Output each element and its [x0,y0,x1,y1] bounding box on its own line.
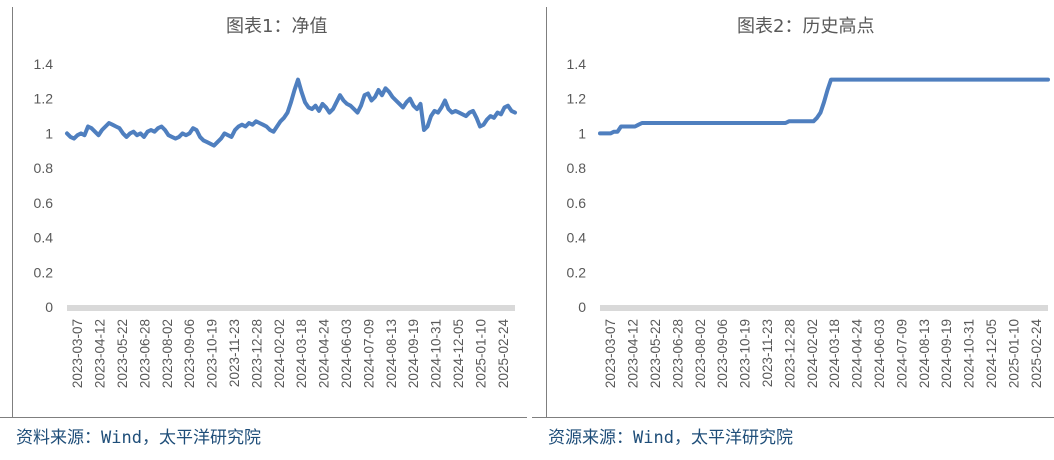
y-tick-label: 0.2 [34,264,54,280]
panel-left-border [546,7,547,417]
y-tick-label: 0.8 [567,160,587,176]
x-tick-label: 2023-10-19 [205,319,220,388]
x-tick-label: 2025-01-10 [473,319,488,388]
x-tick-label: 2024-06-03 [872,319,887,388]
nav-line-chart: 0 0.2 0.4 0.6 0.8 1 1.2 1.4 2023-03-07 2023-04-12… [34,56,517,389]
x-tick-label: 2025-01-10 [1006,319,1021,388]
x-tick-label: 2023-08-02 [160,319,175,388]
x-tick-label: 2023-04-12 [626,319,641,388]
y-tick-label: 0.4 [567,230,587,246]
y-tick-label: 0.4 [34,230,54,246]
y-tick-label: 1 [578,125,586,141]
x-tick-label: 2023-03-07 [603,319,618,388]
high-line-chart: 0 0.2 0.4 0.6 0.8 1 1.2 1.4 2023-03-07 2023-04-12… [567,56,1050,389]
series-line [65,77,517,148]
x-tick-label: 2024-07-09 [361,319,376,388]
y-tick-label: 1.4 [567,56,587,72]
x-tick-label: 2023-05-22 [648,319,663,388]
x-tick-label: 2024-09-19 [939,319,954,388]
panel-bottom-rule [0,417,527,418]
x-tick-label: 2025-02-24 [1029,319,1044,389]
x-tick-label: 2024-02-02 [272,319,287,388]
x-tick-label: 2024-12-05 [451,319,466,388]
source-note: 资料来源：Wind，太平洋研究院 [16,428,261,448]
x-tick-label: 2023-09-06 [715,319,730,388]
x-tick-label: 2023-12-28 [249,319,264,388]
y-tick-label: 0 [578,299,586,315]
x-tick-label: 2023-08-02 [693,319,708,388]
panel-bottom-rule [532,417,1054,418]
x-tick-label: 2023-03-07 [70,319,85,388]
x-tick-label: 2023-09-06 [182,319,197,388]
x-tick-label: 2025-02-24 [496,319,511,389]
x-tick-label: 2024-09-19 [406,319,421,388]
x-tick-label: 2024-08-13 [384,319,399,388]
chart-title: 图表1：净值 [226,16,328,37]
x-tick-label: 2023-05-22 [115,319,130,388]
source-note: 资源来源：Wind，太平洋研究院 [548,428,793,448]
chart-title: 图表2：历史高点 [737,16,875,37]
y-tick-label: 0.6 [34,195,54,211]
x-tick-label: 2024-03-18 [827,319,842,388]
x-tick-label: 2024-04-24 [317,319,332,389]
x-tick-label: 2024-03-18 [294,319,309,388]
x-tick-label: 2024-08-13 [917,319,932,388]
y-tick-label: 0.6 [567,195,587,211]
x-tick-label: 2024-07-09 [894,319,909,388]
x-tick-label: 2024-04-24 [850,319,865,389]
chart-panel-high: 图表2：历史高点 0 0.2 0.4 0.6 0.8 1 1.2 1.4 2023-03-07 2… [532,0,1054,460]
series-line [598,77,1050,136]
x-tick-label: 2023-10-19 [738,319,753,388]
x-tick-label: 2024-10-31 [429,319,444,388]
x-tick-label: 2024-06-03 [339,319,354,388]
chart-panel-nav: 图表1：净值 0 0.2 0.4 0.6 0.8 1 1.2 1.4 2023-03-07 202… [0,7,527,448]
y-tick-label: 1.4 [34,56,54,72]
y-tick-label: 0 [45,299,53,315]
x-tick-label: 2024-12-05 [984,319,999,388]
y-tick-label: 1.2 [34,91,54,107]
x-tick-label: 2023-04-12 [93,319,108,388]
x-tick-label: 2023-12-28 [782,319,797,388]
x-tick-label: 2023-06-28 [137,319,152,388]
panel-left-border [12,7,13,417]
y-tick-label: 0.8 [34,160,54,176]
x-tick-label: 2024-02-02 [805,319,820,388]
x-tick-label: 2023-11-23 [227,319,242,387]
y-tick-label: 1 [45,125,53,141]
x-tick-label: 2023-06-28 [670,319,685,388]
x-tick-label: 2023-11-23 [760,319,775,387]
y-tick-label: 0.2 [567,264,587,280]
x-tick-label: 2024-10-31 [962,319,977,388]
y-tick-label: 1.2 [567,91,587,107]
